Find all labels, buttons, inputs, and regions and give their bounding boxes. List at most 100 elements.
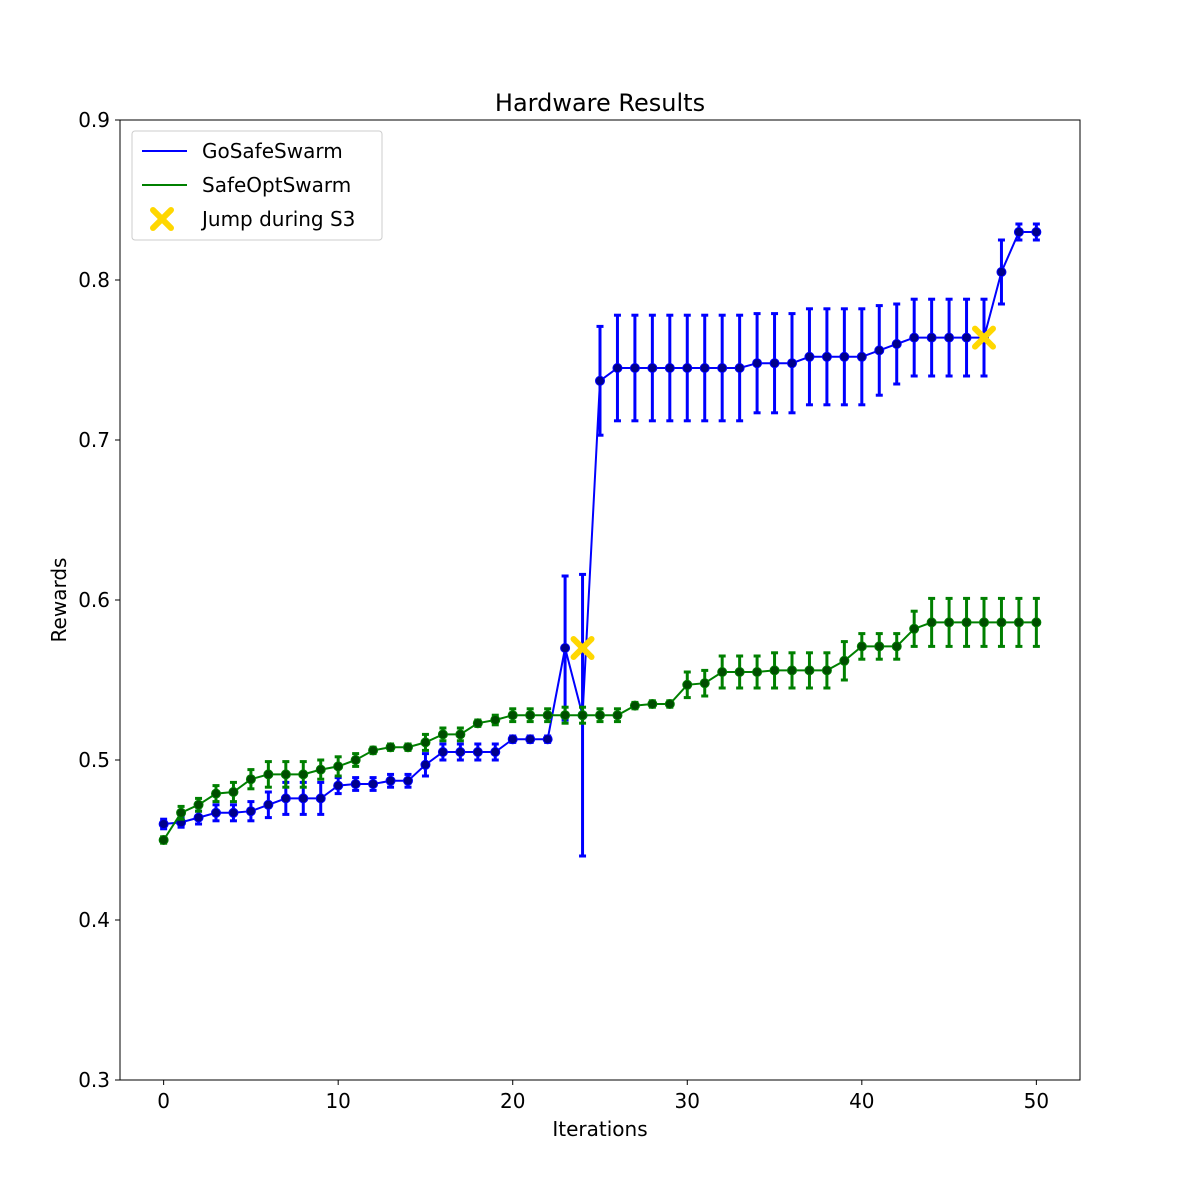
data-point (926, 617, 937, 628)
data-point (507, 734, 518, 745)
legend-entry: SafeOptSwarm (142, 173, 351, 197)
data-point (368, 779, 379, 789)
data-point (612, 710, 623, 721)
data-point (158, 819, 169, 829)
x-axis-label: Iterations (552, 1117, 647, 1141)
legend-entry: Jump during S3 (150, 207, 355, 231)
data-point (612, 363, 623, 373)
data-point (734, 667, 745, 677)
data-point (699, 678, 710, 689)
data-point (979, 617, 989, 628)
data-point (839, 351, 850, 362)
data-point (385, 742, 396, 753)
legend-jump-marker (150, 207, 174, 231)
data-point (455, 729, 466, 740)
data-point (961, 617, 972, 628)
data-point (839, 655, 850, 666)
data-point (891, 339, 902, 349)
data-point (455, 747, 466, 757)
legend-entry: GoSafeSwarm (142, 139, 343, 163)
chart-title: Hardware Results (495, 89, 705, 117)
data-point (228, 787, 239, 797)
y-tick-label: 0.8 (78, 268, 110, 292)
data-point (280, 793, 291, 804)
data-point (734, 363, 745, 373)
y-tick-label: 0.7 (78, 428, 110, 452)
x-tick-label: 20 (500, 1089, 525, 1113)
data-point (769, 358, 780, 369)
data-point (472, 747, 483, 757)
legend: GoSafeSwarm SafeOptSwarm Jump during S3 (131, 130, 383, 241)
data-point (368, 745, 379, 756)
data-point (280, 769, 291, 780)
data-point (542, 710, 553, 721)
data-point (298, 769, 309, 780)
data-point (298, 793, 309, 804)
data-point (787, 665, 797, 676)
data-point (211, 807, 221, 818)
data-point (211, 788, 221, 799)
data-point (926, 332, 937, 343)
data-point (944, 332, 955, 343)
data-point (699, 363, 710, 373)
series-safeoptswarm (158, 596, 1042, 845)
data-point (682, 363, 693, 373)
data-point (350, 755, 361, 765)
data-point (874, 641, 885, 652)
data-point (525, 734, 536, 745)
x-tick-label: 10 (325, 1089, 350, 1113)
data-point (193, 799, 204, 810)
legend-label: SafeOptSwarm (202, 173, 351, 197)
data-point (874, 345, 885, 356)
data-point (664, 699, 675, 709)
data-point (350, 779, 361, 789)
data-point (437, 729, 448, 740)
data-point (996, 617, 1007, 628)
data-point (821, 665, 832, 676)
data-point (804, 351, 815, 362)
data-point (804, 665, 815, 676)
data-point (647, 699, 658, 709)
data-point (595, 375, 605, 386)
data-point (176, 807, 187, 818)
ticks-layer: 0 10 20 30 40 50 0.3 0.4 0.5 0.6 0.7 0.8 0.9 (78, 108, 1049, 1113)
x-tick-label: 30 (675, 1089, 700, 1113)
x-tick-label: 0 (157, 1089, 170, 1113)
data-point (507, 710, 518, 721)
legend-label: GoSafeSwarm (202, 139, 343, 163)
data-point (629, 363, 640, 373)
data-point (245, 806, 256, 817)
data-point (717, 363, 728, 373)
data-point (437, 747, 448, 757)
data-point (560, 710, 571, 721)
jump-marker (972, 325, 996, 350)
data-point (263, 799, 274, 810)
data-point (1031, 227, 1042, 237)
data-point (1013, 617, 1024, 628)
data-point (228, 807, 239, 818)
data-point (787, 358, 797, 369)
data-point (821, 351, 832, 362)
data-point (752, 667, 763, 677)
legend-box (131, 130, 383, 241)
data-point (490, 747, 501, 757)
data-point (909, 332, 920, 343)
data-point (420, 737, 431, 748)
series-layer (158, 222, 1042, 858)
data-point (315, 764, 326, 775)
data-point (333, 761, 344, 772)
jump-markers (570, 325, 996, 660)
y-axis-label: Rewards (47, 558, 71, 643)
y-tick-label: 0.6 (78, 588, 110, 612)
data-point (595, 710, 605, 721)
data-point (769, 665, 780, 676)
data-point (577, 710, 588, 721)
x-tick-label: 50 (1024, 1089, 1049, 1113)
data-point (560, 643, 571, 653)
data-point (961, 332, 972, 343)
y-tick-label: 0.5 (78, 748, 110, 772)
data-point (1031, 617, 1042, 628)
data-point (385, 775, 396, 786)
data-point (263, 769, 274, 780)
